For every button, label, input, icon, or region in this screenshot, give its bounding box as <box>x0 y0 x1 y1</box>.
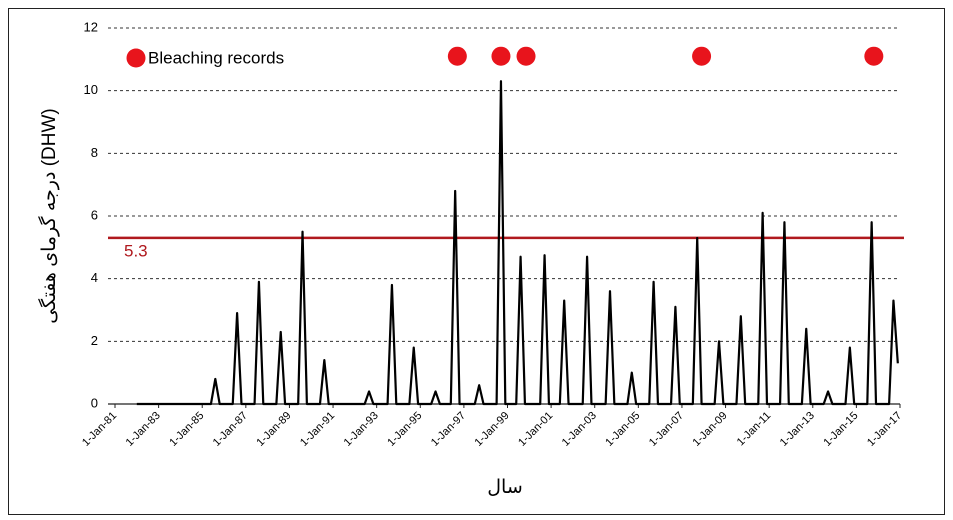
y-tick-label: 12 <box>84 19 98 34</box>
bleaching-dot <box>692 46 712 66</box>
frame <box>8 8 945 515</box>
y-tick-label: 10 <box>84 82 98 97</box>
y-axis-label: درجه گرمای هفتگی (DHW) <box>37 108 60 324</box>
y-tick-label: 2 <box>91 333 98 348</box>
y-tick-label: 8 <box>91 145 98 160</box>
y-tick-label: 4 <box>91 270 98 285</box>
y-tick-label: 0 <box>91 395 98 410</box>
bleaching-dot <box>864 46 884 66</box>
legend-swatch <box>126 48 146 68</box>
data-line <box>136 80 899 406</box>
legend-label: Bleaching records <box>148 48 284 67</box>
bleaching-dot <box>491 46 511 66</box>
y-tick-label: 6 <box>91 207 98 222</box>
bleaching-dot <box>447 46 467 66</box>
x-axis-label: سال <box>487 477 523 498</box>
threshold-label: 5.3 <box>124 241 148 260</box>
bleaching-dot <box>516 46 536 66</box>
